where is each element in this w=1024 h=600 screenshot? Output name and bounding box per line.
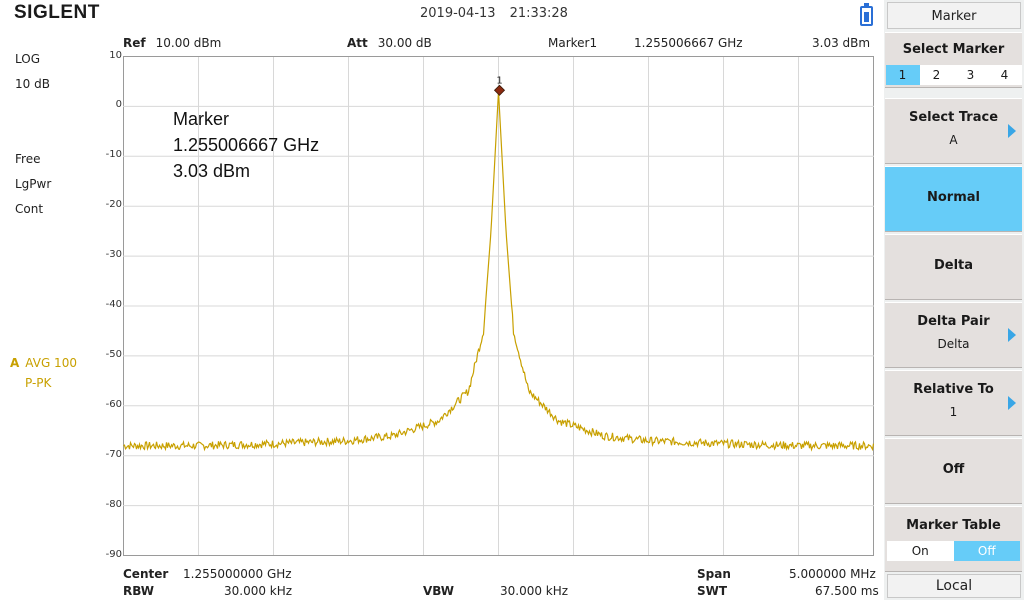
delta-key[interactable]: Delta	[885, 234, 1022, 300]
marker-table-key[interactable]: Marker Table On Off	[885, 506, 1022, 572]
time-text: 21:33:28	[509, 6, 568, 21]
delta-pair-key[interactable]: Delta Pair Delta	[885, 302, 1022, 368]
trigger-mode[interactable]: Free	[15, 152, 41, 166]
y-tick-label: -80	[105, 498, 122, 510]
marker-tab-4[interactable]: 4	[987, 65, 1022, 85]
marker-tab-2[interactable]: 2	[919, 65, 954, 85]
sweep-mode[interactable]: Cont	[15, 202, 44, 216]
select-marker-label: Select Marker	[902, 42, 1005, 57]
y-tick-label: 10	[109, 49, 122, 61]
detector-type[interactable]: LgPwr	[15, 177, 52, 191]
vbw-value[interactable]: 30.000 kHz	[500, 584, 569, 598]
marker-readout-title: Marker	[173, 109, 230, 129]
span-label: Span	[697, 567, 731, 581]
ref-level[interactable]: Ref 10.00 dBm	[123, 36, 221, 50]
trace-detector: P-PK	[25, 376, 52, 390]
select-marker-key[interactable]: Select Marker 1 2 3 4	[885, 32, 1022, 88]
marker-table-label: Marker Table	[906, 518, 1001, 533]
swt-label: SWT	[697, 584, 728, 598]
marker-readout-freq: 1.255006667 GHz	[173, 135, 320, 155]
center-label: Center	[123, 567, 169, 581]
y-tick-label: -10	[105, 149, 122, 161]
marker-readout: Marker 1.255006667 GHz 3.03 dBm	[173, 106, 319, 184]
spectrum-svg[interactable]: 1	[123, 56, 874, 556]
menu-title: Marker	[887, 2, 1021, 29]
delta-pair-label: Delta Pair	[917, 314, 990, 329]
rbw-value[interactable]: 30.000 kHz	[224, 584, 293, 598]
marker-level: 3.03 dBm	[812, 36, 871, 50]
datetime: 2019-04-13 21:33:28	[420, 6, 568, 21]
y-tick-label: -90	[105, 548, 122, 560]
scale-type[interactable]: LOG	[15, 52, 41, 66]
relative-to-value: 1	[949, 405, 958, 419]
center-value[interactable]: 1.255000000 GHz	[183, 567, 292, 581]
att-label: Att	[347, 36, 368, 50]
y-tick-label: -30	[105, 249, 122, 261]
relative-to-label: Relative To	[913, 382, 994, 397]
spectrum-plot[interactable]: 1	[123, 56, 874, 556]
brand-logo: SIGLENT	[14, 2, 100, 23]
att-value: 30.00 dB	[377, 36, 432, 50]
marker-off-key[interactable]: Off	[885, 438, 1022, 504]
marker-readout-level: 3.03 dBm	[173, 161, 251, 181]
y-tick-label: -60	[105, 398, 122, 410]
ref-value: 10.00 dBm	[155, 36, 222, 50]
delta-pair-value: Delta	[937, 337, 970, 351]
trace-letter: A	[10, 356, 20, 370]
vbw-label: VBW	[423, 584, 455, 598]
chevron-right-icon	[1008, 328, 1016, 342]
marker-frequency: 1.255006667 GHz	[634, 36, 743, 50]
normal-key[interactable]: Normal	[885, 166, 1022, 232]
date-text: 2019-04-13	[420, 6, 496, 21]
marker-diamond-icon[interactable]	[493, 84, 506, 96]
marker-table-toggle: On Off	[887, 541, 1020, 561]
y-tick-label: 0	[115, 99, 122, 111]
relative-to-key[interactable]: Relative To 1	[885, 370, 1022, 436]
y-tick-label: -70	[105, 448, 122, 460]
trace-avg: AVG 100	[25, 356, 77, 370]
y-tick-label: -40	[105, 299, 122, 310]
attenuation[interactable]: Att 30.00 dB	[347, 36, 432, 50]
rbw-label: RBW	[123, 584, 154, 598]
chevron-right-icon	[1008, 396, 1016, 410]
marker-table-on[interactable]: On	[887, 541, 954, 561]
y-tick-label: -20	[105, 199, 122, 211]
marker-tab-1[interactable]: 1	[885, 65, 920, 85]
chevron-right-icon	[1008, 124, 1016, 138]
y-tick-label: -50	[105, 348, 122, 360]
swt-value[interactable]: 67.500 ms	[815, 584, 879, 598]
marker-label: Marker1	[548, 36, 598, 50]
marker-table-off[interactable]: Off	[953, 541, 1020, 561]
span-value[interactable]: 5.000000 MHz	[789, 567, 876, 581]
trace-info[interactable]: A AVG 100 P-PK	[10, 356, 77, 390]
battery-icon	[860, 3, 873, 26]
local-button[interactable]: Local	[887, 574, 1021, 598]
marker-tabs: 1 2 3 4	[885, 65, 1022, 85]
select-trace-value: A	[949, 133, 958, 147]
ref-label: Ref	[123, 36, 146, 50]
select-trace-label: Select Trace	[908, 110, 999, 125]
scale-div[interactable]: 10 dB	[15, 77, 50, 91]
select-trace-key[interactable]: Select Trace A	[885, 98, 1022, 164]
marker-flag-label: 1	[496, 75, 502, 86]
marker-tab-3[interactable]: 3	[953, 65, 988, 85]
